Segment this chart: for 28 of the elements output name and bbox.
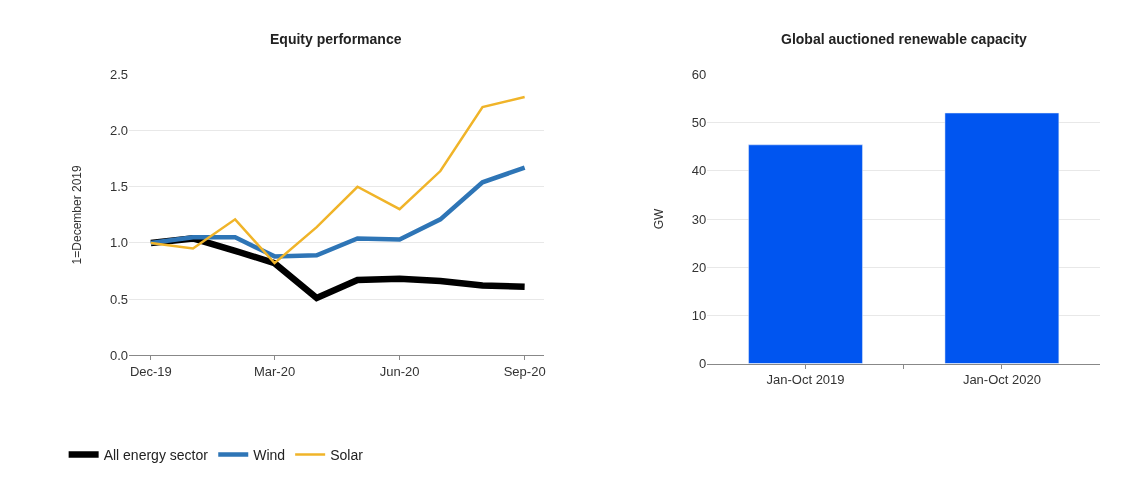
x-tick-label: Jan-Oct 2020 bbox=[962, 372, 1041, 388]
y-tick-label: 1.0 bbox=[110, 235, 129, 251]
y-tick-label: 2.0 bbox=[110, 123, 129, 139]
y-tick-label: 0.5 bbox=[110, 291, 129, 307]
y-axis-title: 1=December 2019 bbox=[70, 164, 85, 265]
line-series bbox=[148, 165, 527, 259]
y-tick-label: 50 bbox=[691, 115, 707, 131]
y-tick-label: 30 bbox=[691, 211, 707, 227]
legend-label: All energy sector bbox=[103, 447, 209, 464]
y-axis-title: GW bbox=[652, 208, 667, 230]
legend-label: Solar bbox=[330, 447, 364, 464]
y-tick-label: 2.5 bbox=[110, 67, 129, 83]
y-tick-label: 1.5 bbox=[110, 179, 129, 195]
x-tick-label: Jan-Oct 2019 bbox=[766, 372, 845, 388]
x-tick-label: Jun-20 bbox=[379, 363, 420, 379]
y-tick-label: 20 bbox=[691, 259, 707, 275]
y-tick-label: 0.0 bbox=[110, 347, 129, 363]
chart-title: Equity performance bbox=[270, 31, 402, 47]
x-tick-label: Dec-19 bbox=[129, 363, 172, 379]
legend-label: Wind bbox=[253, 447, 286, 464]
y-tick-label: 40 bbox=[691, 163, 707, 179]
chart-title: Global auctioned renewable capacity bbox=[781, 31, 1028, 47]
y-tick-label: 60 bbox=[691, 67, 707, 83]
y-tick-label: 10 bbox=[691, 307, 707, 323]
x-tick-label: Mar-20 bbox=[253, 363, 296, 379]
y-tick-label: 0 bbox=[699, 356, 707, 372]
x-tick-label: Sep-20 bbox=[503, 363, 546, 379]
line-series bbox=[149, 95, 526, 265]
